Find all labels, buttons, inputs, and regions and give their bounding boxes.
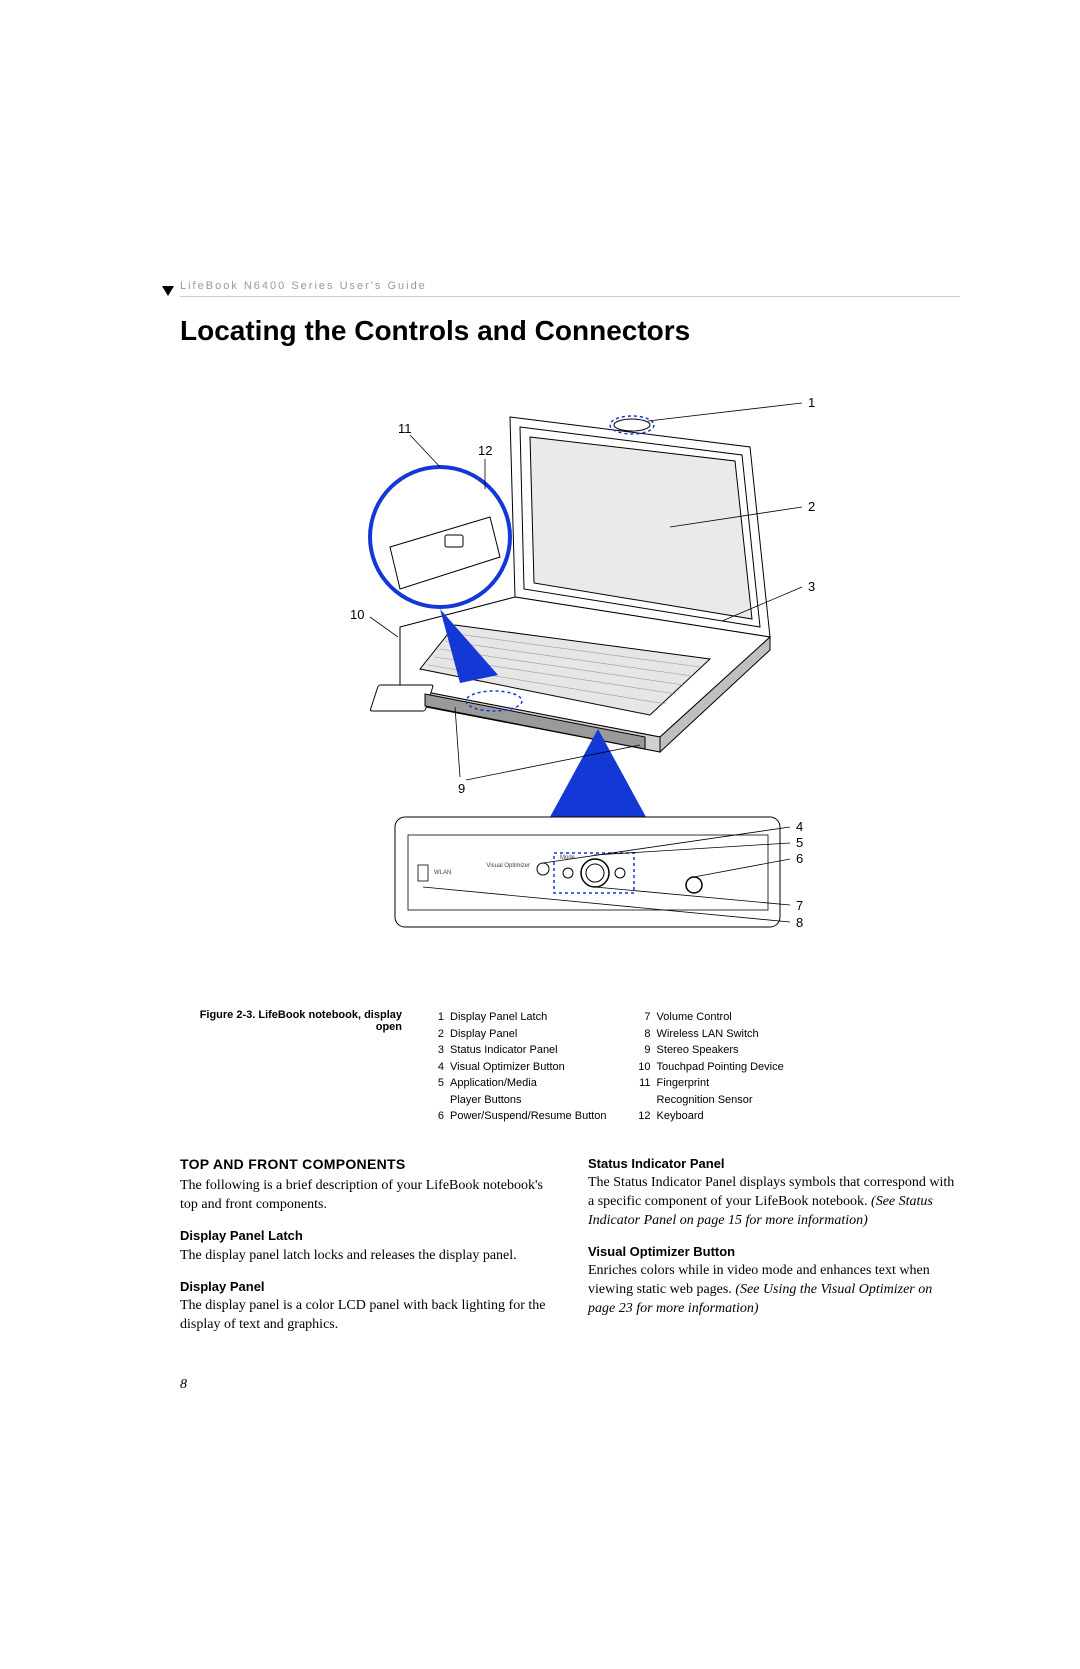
- callout-11: 11: [398, 421, 412, 436]
- legend-text: Keyboard: [657, 1108, 704, 1125]
- left-column: TOP AND FRONT COMPONENTS The following i…: [180, 1155, 552, 1341]
- subheading-status: Status Indicator Panel: [588, 1155, 960, 1173]
- paragraph-visual-opt: Enriches colors while in video mode and …: [588, 1262, 960, 1319]
- legend-number: 3: [428, 1042, 444, 1059]
- legend-text: Visual Optimizer Button: [450, 1059, 565, 1076]
- subheading-visual-opt: Visual Optimizer Button: [588, 1243, 960, 1261]
- legend-item: 9 Stereo Speakers: [635, 1042, 784, 1059]
- legend-text: Status Indicator Panel: [450, 1042, 558, 1059]
- callout-5: 5: [796, 835, 803, 850]
- paragraph-latch: The display panel latch locks and releas…: [180, 1247, 552, 1266]
- legend-text: Wireless LAN Switch: [657, 1026, 759, 1043]
- legend-number: 9: [635, 1042, 651, 1059]
- right-column: Status Indicator Panel The Status Indica…: [588, 1155, 960, 1341]
- legend-number: 4: [428, 1059, 444, 1076]
- legend-number: 1: [428, 1009, 444, 1026]
- section-heading: TOP AND FRONT COMPONENTS: [180, 1155, 552, 1174]
- legend-text: Power/Suspend/Resume Button: [450, 1108, 607, 1125]
- paragraph-display: The display panel is a color LCD panel w…: [180, 1297, 552, 1335]
- legend-item: 8 Wireless LAN Switch: [635, 1026, 784, 1043]
- callout-4: 4: [796, 819, 803, 834]
- legend-text: Display Panel: [450, 1026, 517, 1043]
- detail-wlan-label: WLAN: [434, 870, 451, 876]
- legend-column-2: 7 Volume Control 8 Wireless LAN Switch 9 Ster…: [635, 1009, 784, 1125]
- legend-item: 10 Touchpad Pointing Device: [635, 1059, 784, 1076]
- callout-2: 2: [808, 499, 815, 514]
- legend-number: 2: [428, 1026, 444, 1043]
- legend-number: 11: [635, 1075, 651, 1108]
- subheading-latch: Display Panel Latch: [180, 1227, 552, 1245]
- legend-item: 5Application/Media Player Buttons: [428, 1075, 607, 1108]
- figure: WLAN Visual Optimizer Mode: [290, 357, 850, 997]
- legend-item: 11Fingerprint Recognition Sensor: [635, 1075, 784, 1108]
- legend-text: Fingerprint Recognition Sensor: [657, 1075, 753, 1108]
- page-number: 8: [180, 1377, 960, 1393]
- legend-item: 6 Power/Suspend/Resume Button: [428, 1108, 607, 1125]
- subheading-display: Display Panel: [180, 1278, 552, 1296]
- figure-legend: 1 Display Panel Latch 2 Display Panel 3 Statu…: [428, 1009, 784, 1125]
- callout-10: 10: [350, 607, 364, 622]
- legend-item: 3 Status Indicator Panel: [428, 1042, 607, 1059]
- header-marker-icon: [162, 286, 174, 296]
- legend-number: 12: [635, 1108, 651, 1125]
- legend-number: 5: [428, 1075, 444, 1108]
- callout-9: 9: [458, 781, 465, 796]
- legend-item: 4 Visual Optimizer Button: [428, 1059, 607, 1076]
- callout-12: 12: [478, 443, 492, 458]
- legend-text: Display Panel Latch: [450, 1009, 547, 1026]
- callout-7: 7: [796, 898, 803, 913]
- figure-caption-row: Figure 2-3. LifeBook notebook, display o…: [180, 1009, 960, 1125]
- page-title: Locating the Controls and Connectors: [180, 315, 960, 347]
- legend-text: Touchpad Pointing Device: [657, 1059, 784, 1076]
- legend-text: Application/Media Player Buttons: [450, 1075, 537, 1108]
- paragraph-status: The Status Indicator Panel displays symb…: [588, 1174, 960, 1231]
- laptop-diagram-icon: WLAN Visual Optimizer Mode: [290, 357, 850, 997]
- legend-text: Volume Control: [657, 1009, 732, 1026]
- running-header: LifeBook N6400 Series User's Guide: [180, 280, 960, 297]
- callout-8: 8: [796, 915, 803, 930]
- callout-1: 1: [808, 395, 815, 410]
- legend-number: 6: [428, 1108, 444, 1125]
- intro-paragraph: The following is a brief description of …: [180, 1177, 552, 1215]
- legend-number: 8: [635, 1026, 651, 1043]
- body-text: TOP AND FRONT COMPONENTS The following i…: [180, 1155, 960, 1341]
- legend-number: 7: [635, 1009, 651, 1026]
- document-page: LifeBook N6400 Series User's Guide Locat…: [0, 0, 1080, 1473]
- legend-text: Stereo Speakers: [657, 1042, 739, 1059]
- legend-item: 1 Display Panel Latch: [428, 1009, 607, 1026]
- legend-item: 7 Volume Control: [635, 1009, 784, 1026]
- figure-caption: Figure 2-3. LifeBook notebook, display o…: [180, 1009, 410, 1033]
- legend-column-1: 1 Display Panel Latch 2 Display Panel 3 Statu…: [428, 1009, 607, 1125]
- detail-visopt-label: Visual Optimizer: [486, 863, 530, 869]
- callout-6: 6: [796, 851, 803, 866]
- legend-item: 2 Display Panel: [428, 1026, 607, 1043]
- legend-item: 12 Keyboard: [635, 1108, 784, 1125]
- legend-number: 10: [635, 1059, 651, 1076]
- callout-3: 3: [808, 579, 815, 594]
- guide-title: LifeBook N6400 Series User's Guide: [180, 280, 427, 292]
